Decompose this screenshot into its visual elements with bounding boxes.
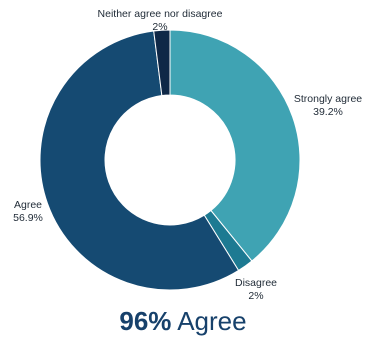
slice-label-name: Disagree bbox=[235, 277, 277, 289]
slice-agree bbox=[39, 30, 240, 291]
donut-chart: Strongly agree39.2%Disagree2%Agree56.9%N… bbox=[13, 8, 362, 300]
slice-label-name: Agree bbox=[14, 199, 42, 211]
slice-neither-agree-nor-disagree bbox=[153, 29, 171, 97]
slice-strongly-agree bbox=[169, 29, 301, 262]
slice-label-name: Strongly agree bbox=[294, 93, 362, 105]
slice-label-value: 39.2% bbox=[313, 106, 343, 118]
summary-percent: 96% bbox=[119, 306, 172, 336]
slice-label-value: 2% bbox=[152, 21, 167, 33]
slice-label-value: 56.9% bbox=[13, 212, 43, 224]
summary-caption: 96% Agree bbox=[0, 306, 366, 336]
slice-label-name: Neither agree nor disagree bbox=[98, 8, 223, 20]
summary-text: Agree bbox=[177, 306, 247, 336]
slice-label-value: 2% bbox=[248, 290, 263, 300]
